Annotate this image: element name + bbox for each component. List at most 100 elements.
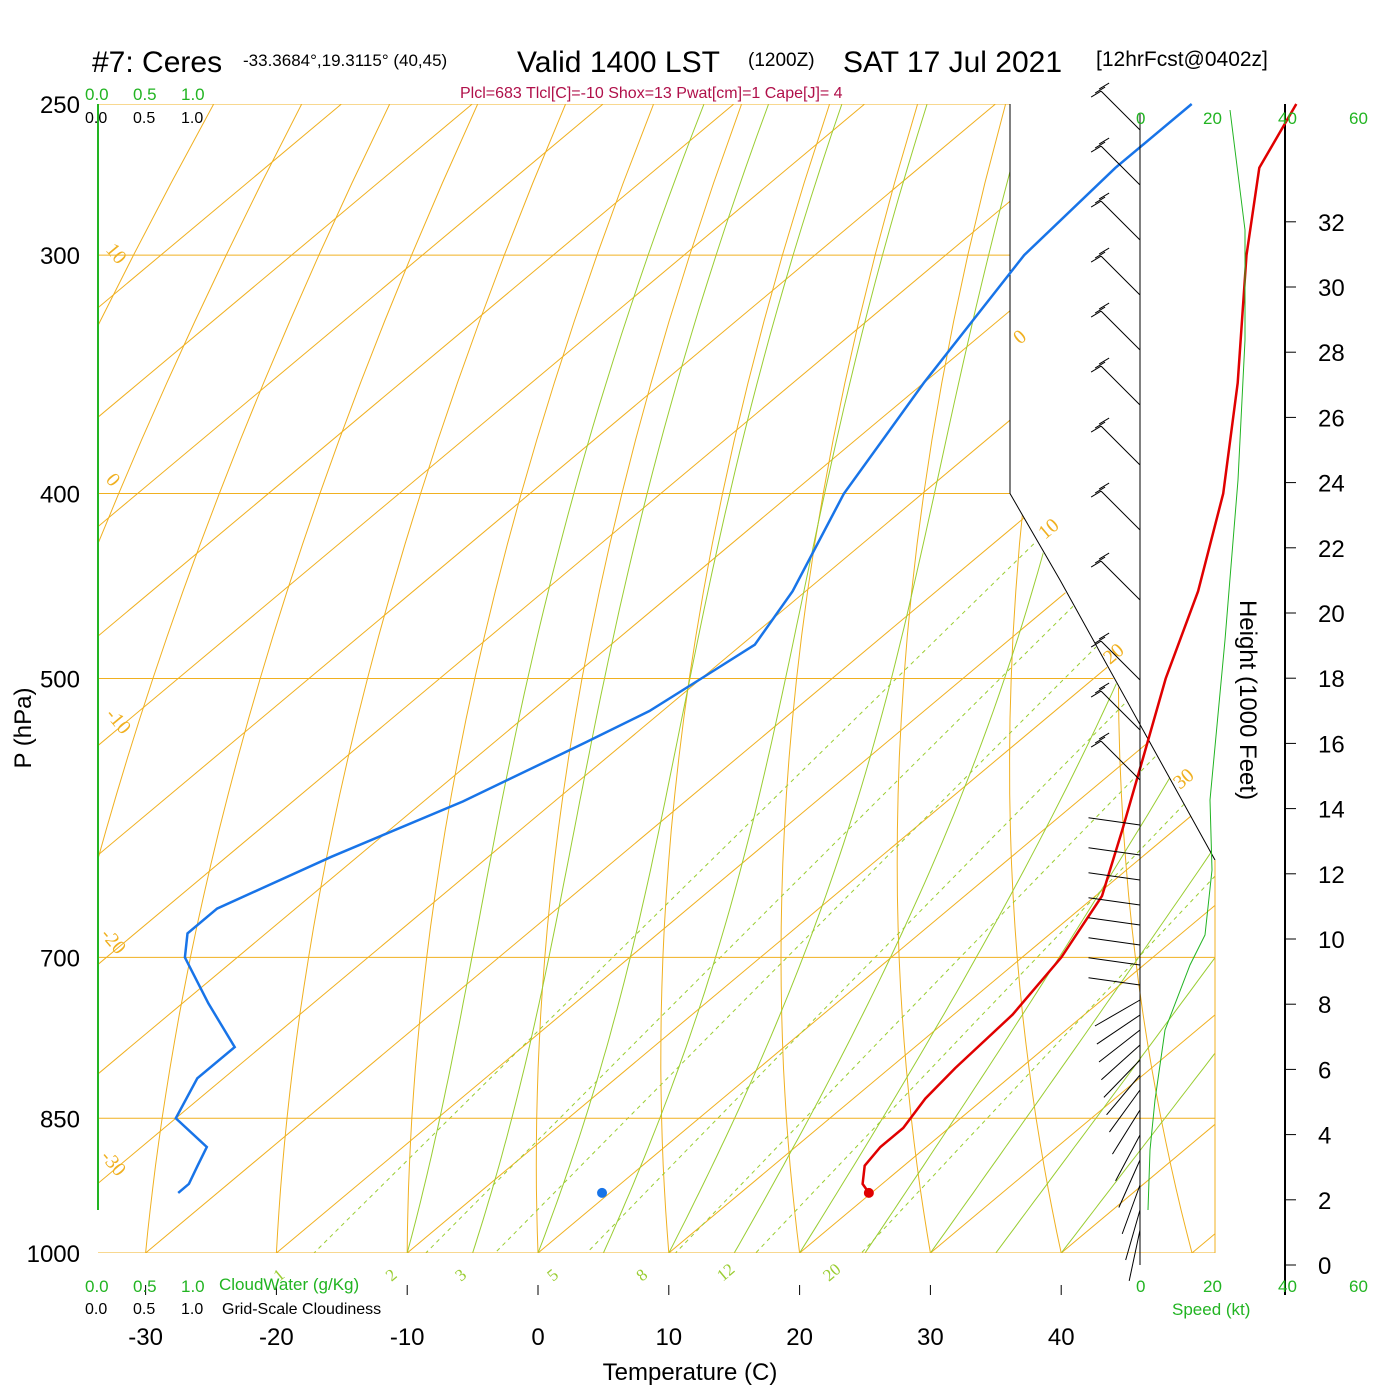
wind-barb xyxy=(1090,357,1141,406)
temperature-profile xyxy=(861,103,1298,1194)
cw-tick-1: 0.5 xyxy=(133,85,157,104)
wind-barb xyxy=(1090,682,1141,731)
temperature-tick-label: 0 xyxy=(531,1324,544,1351)
height-tick-label: 0 xyxy=(1318,1253,1331,1280)
dry-adiabat-line xyxy=(275,104,567,1253)
temperature-tick-label: 10 xyxy=(655,1324,682,1351)
speed-tick-bottom-0: 0 xyxy=(1136,1277,1145,1296)
cloudiness-label: Grid-Scale Cloudiness xyxy=(222,1301,381,1318)
wind-barb-feather xyxy=(1098,482,1110,490)
wind-barb-staff xyxy=(1118,1159,1141,1208)
wind-barb-feather xyxy=(1094,306,1106,314)
wind-barb-staff xyxy=(1100,690,1141,731)
temperature-tick-label: -20 xyxy=(259,1324,294,1351)
isotherm-label: 30 xyxy=(1169,764,1198,794)
wind-barb-feather xyxy=(1094,361,1106,369)
forecast-info: [12hrFcst@0402z] xyxy=(1096,48,1268,71)
wind-barb-staff xyxy=(1088,937,1141,946)
mixing-ratio-line xyxy=(724,493,1215,1253)
wind-barb-staff xyxy=(1128,1229,1141,1281)
stability-indices: Plcl=683 Tlcl[C]=-10 Shox=13 Pwat[cm]=1 … xyxy=(460,85,843,102)
moist-adiabat-line xyxy=(406,104,705,1253)
isotherm-line xyxy=(930,104,1215,1253)
plot-frame xyxy=(97,104,1286,1295)
isotherm-label: -30 xyxy=(96,1146,130,1181)
height-tick-label: 6 xyxy=(1318,1057,1331,1084)
wind-barb-staff xyxy=(1100,640,1141,681)
height-tick-label: 10 xyxy=(1318,927,1345,954)
height-tick-label: 12 xyxy=(1318,862,1345,889)
wind-barb xyxy=(1090,482,1141,531)
wind-barb xyxy=(1090,552,1141,601)
dry-adiabat-line xyxy=(145,104,479,1253)
dry-adiabat-line xyxy=(1117,104,1193,1253)
isotherm-label: 0 xyxy=(1009,326,1031,349)
pressure-tick-label: 250 xyxy=(40,92,80,119)
wind-barb-staff xyxy=(1101,1044,1141,1081)
moist-adiabat-line xyxy=(537,104,843,1253)
speed-tick-top-2: 40 xyxy=(1278,109,1297,128)
wind-barb-feather xyxy=(1090,425,1102,433)
wind-barb-staff xyxy=(1088,817,1141,826)
mixing-ratio-line xyxy=(280,493,1086,1253)
wind-barb-feather xyxy=(1094,686,1106,694)
wind-barb-staff xyxy=(1115,1134,1141,1182)
dry-adiabat-line xyxy=(660,104,831,1253)
isotherm-line xyxy=(537,104,1215,1253)
moist-adiabat-line xyxy=(1060,104,1215,1253)
temperature-tick-label: 30 xyxy=(917,1324,944,1351)
mixing-ratio-line xyxy=(393,493,1188,1253)
cw-tick-bottom-0: 0.0 xyxy=(85,1277,109,1296)
wind-barb-staff xyxy=(1088,957,1141,966)
dewpoint-profile xyxy=(174,103,1193,1194)
pressure-tick-label: 850 xyxy=(40,1106,80,1133)
wind-barb-staff xyxy=(1100,740,1141,781)
wind-barb xyxy=(1128,1229,1141,1281)
cloudiness-tick-bottom-0: 0.0 xyxy=(85,1301,107,1318)
height-tick-label: 24 xyxy=(1318,471,1345,498)
wind-barb xyxy=(1118,1159,1141,1208)
wind-barb-feather xyxy=(1098,357,1110,365)
dry-adiabat-line xyxy=(896,104,1007,1253)
wind-barb-staff xyxy=(1125,1209,1141,1261)
wind-barb-staff xyxy=(1088,977,1141,986)
wind-barb-staff xyxy=(1106,1074,1141,1116)
wind-barb xyxy=(1090,82,1141,131)
temperature-tick-label: -10 xyxy=(390,1324,425,1351)
wind-barb xyxy=(1088,872,1141,881)
height-axis-title: Height (1000 Feet) xyxy=(1234,600,1261,800)
isotherm-label: 10 xyxy=(1034,514,1063,544)
wind-barb-feather xyxy=(1098,247,1110,255)
cw-tick-bottom-2: 1.0 xyxy=(181,1277,205,1296)
wind-barb xyxy=(1088,847,1141,856)
speed-axis-label: Speed (kt) xyxy=(1172,1300,1250,1319)
wind-barb-feather xyxy=(1098,417,1110,425)
wind-barb-staff xyxy=(1100,490,1141,531)
wind-barb xyxy=(1121,1184,1141,1235)
wind-barb-staff xyxy=(1100,200,1141,241)
height-tick-label: 8 xyxy=(1318,992,1331,1019)
wind-barb xyxy=(1090,632,1141,681)
height-tick-label: 22 xyxy=(1318,536,1345,563)
temperature-tick-label: -30 xyxy=(128,1324,163,1351)
dry-adiabat-line xyxy=(98,104,391,1253)
moist-adiabat-line xyxy=(668,104,1030,1253)
y-axis-title: P (hPa) xyxy=(10,688,37,769)
mixing-ratio-line xyxy=(830,493,1215,1253)
wind-barb-staff xyxy=(1088,872,1141,881)
wind-barb-feather xyxy=(1098,632,1110,640)
dry-adiabat-line xyxy=(406,104,655,1253)
wind-barb-staff xyxy=(1100,310,1141,351)
wind-barb-feather xyxy=(1098,192,1110,200)
mixing-ratio-line xyxy=(644,493,1215,1253)
moist-adiabat-line xyxy=(929,104,1215,1253)
temperature-surface-point xyxy=(863,1187,874,1198)
height-tick-label: 30 xyxy=(1318,275,1345,302)
zulu-time: (1200Z) xyxy=(748,50,815,71)
mixing-ratio-label: 12 xyxy=(713,1260,738,1285)
dewpoint-surface-point xyxy=(597,1187,608,1198)
wind-barb xyxy=(1109,1089,1141,1133)
pressure-tick-label: 400 xyxy=(40,482,80,509)
wind-speed-profile xyxy=(1147,109,1246,1211)
height-tick-label: 14 xyxy=(1318,797,1345,824)
